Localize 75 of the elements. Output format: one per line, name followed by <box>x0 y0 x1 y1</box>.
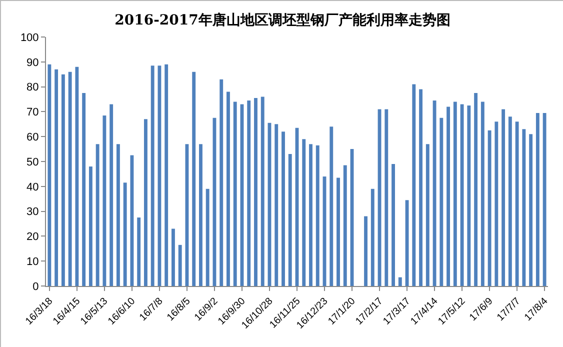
bar <box>384 109 388 286</box>
bar <box>144 119 148 286</box>
y-tick-label: 40 <box>26 181 39 194</box>
bar <box>309 144 312 286</box>
y-tick-label: 60 <box>26 131 39 144</box>
bar <box>61 74 65 286</box>
y-tick-label: 100 <box>20 32 39 44</box>
bar <box>529 134 533 286</box>
bar <box>137 218 141 286</box>
bar <box>172 228 175 286</box>
bar <box>123 182 127 286</box>
bar <box>494 122 498 286</box>
bar <box>542 112 546 286</box>
bar <box>488 130 492 286</box>
bar <box>392 164 395 286</box>
bar <box>288 154 292 286</box>
bar <box>426 144 430 286</box>
bar <box>199 144 202 286</box>
bar <box>302 139 306 286</box>
chart-title: 2016-2017年唐山地区调坯型钢厂产能利用率走势图 <box>114 12 450 29</box>
bar <box>233 102 237 286</box>
bar <box>364 216 368 286</box>
bar <box>68 72 72 286</box>
y-tick-label: 70 <box>26 106 39 119</box>
bar <box>150 66 154 286</box>
bar <box>260 96 264 286</box>
bar <box>453 102 457 286</box>
bar <box>206 188 210 286</box>
bar <box>247 100 251 286</box>
bar <box>88 166 92 286</box>
bar <box>522 129 526 286</box>
bar <box>405 200 409 286</box>
bar <box>412 84 416 286</box>
bar <box>102 115 106 286</box>
bar <box>370 188 374 286</box>
y-tick-label: 80 <box>26 82 39 94</box>
bar <box>419 89 422 286</box>
bar <box>460 104 464 286</box>
y-tick-label: 0 <box>32 280 39 293</box>
bar <box>467 105 471 286</box>
bar <box>130 155 134 286</box>
bar <box>274 124 278 286</box>
bar <box>282 132 285 286</box>
y-tick-label: 10 <box>26 256 39 268</box>
bar <box>330 126 334 286</box>
bar <box>178 244 182 286</box>
bar <box>398 277 402 286</box>
bar <box>515 122 519 286</box>
bar <box>316 145 320 286</box>
y-tick-label: 20 <box>26 231 39 244</box>
bar <box>446 106 450 286</box>
bar <box>536 112 540 286</box>
bar <box>116 144 120 286</box>
bar <box>480 102 484 286</box>
bar <box>343 165 347 286</box>
bar <box>96 144 100 286</box>
bar <box>474 93 478 286</box>
bar <box>220 79 224 286</box>
bar <box>192 72 196 286</box>
bar <box>48 64 52 286</box>
bar <box>336 178 340 286</box>
bar <box>502 109 506 286</box>
bar <box>164 64 168 286</box>
bar <box>432 100 436 286</box>
bar <box>508 116 512 286</box>
bar <box>110 104 114 286</box>
y-tick-label: 90 <box>26 56 39 69</box>
y-tick-label: 30 <box>26 206 39 218</box>
bar <box>82 93 86 286</box>
bar <box>440 118 444 286</box>
bar <box>254 98 258 286</box>
bar <box>75 66 79 286</box>
bar <box>226 92 230 286</box>
bar <box>54 69 58 286</box>
y-tick-label: 50 <box>26 156 39 168</box>
